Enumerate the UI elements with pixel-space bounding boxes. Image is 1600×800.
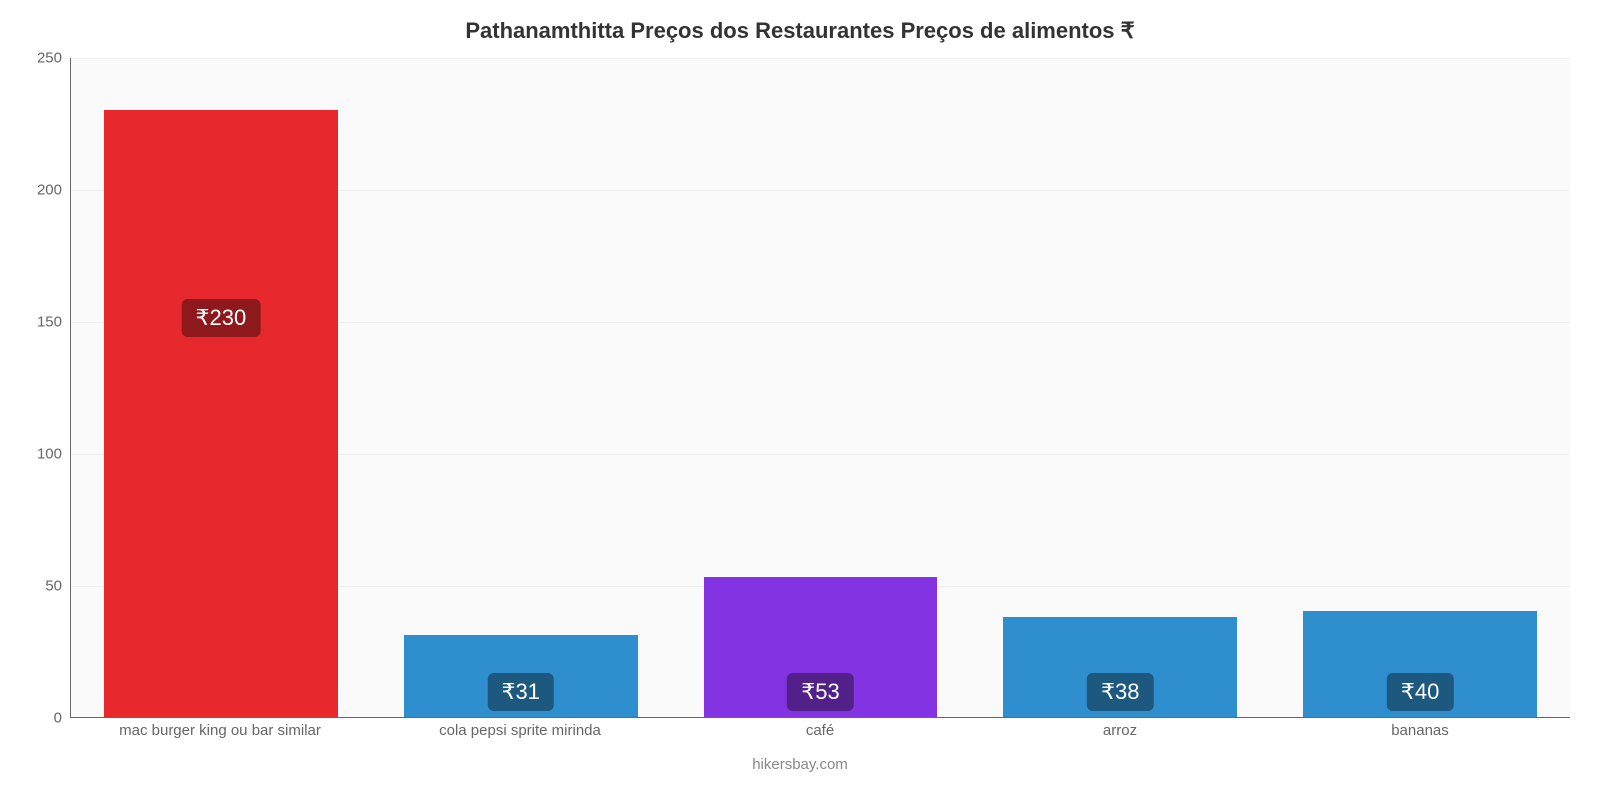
value-badge: ₹53 [787, 673, 853, 711]
y-tick-label: 250 [7, 50, 62, 67]
bar: ₹31 [404, 635, 638, 717]
chart-container: Pathanamthitta Preços dos Restaurantes P… [0, 0, 1600, 800]
bar: ₹38 [1003, 617, 1237, 717]
bar: ₹40 [1303, 611, 1537, 717]
credit-text: hikersbay.com [0, 756, 1600, 773]
bar: ₹230 [104, 110, 338, 717]
x-tick-label: cola pepsi sprite mirinda [370, 722, 670, 739]
x-tick-label: mac burger king ou bar similar [70, 722, 370, 739]
x-axis-labels: mac burger king ou bar similarcola pepsi… [70, 722, 1570, 739]
bar-slot: ₹40 [1270, 58, 1570, 717]
y-tick-label: 50 [7, 578, 62, 595]
value-badge: ₹230 [182, 299, 261, 337]
chart-title: Pathanamthitta Preços dos Restaurantes P… [0, 18, 1600, 44]
value-badge: ₹31 [487, 673, 553, 711]
y-tick-label: 200 [7, 182, 62, 199]
bars-container: ₹230 ₹31 ₹53 ₹38 ₹40 [71, 58, 1570, 717]
y-tick-label: 100 [7, 446, 62, 463]
bar-slot: ₹230 [71, 58, 371, 717]
value-badge: ₹38 [1087, 673, 1153, 711]
bar-slot: ₹53 [671, 58, 971, 717]
value-badge: ₹40 [1387, 673, 1453, 711]
x-tick-label: arroz [970, 722, 1270, 739]
y-tick-label: 0 [7, 710, 62, 727]
bar-slot: ₹31 [371, 58, 671, 717]
bar-slot: ₹38 [970, 58, 1270, 717]
x-tick-label: café [670, 722, 970, 739]
y-tick-label: 150 [7, 314, 62, 331]
plot-area: ₹230 ₹31 ₹53 ₹38 ₹40 [70, 58, 1570, 718]
bar: ₹53 [704, 577, 938, 717]
x-tick-label: bananas [1270, 722, 1570, 739]
